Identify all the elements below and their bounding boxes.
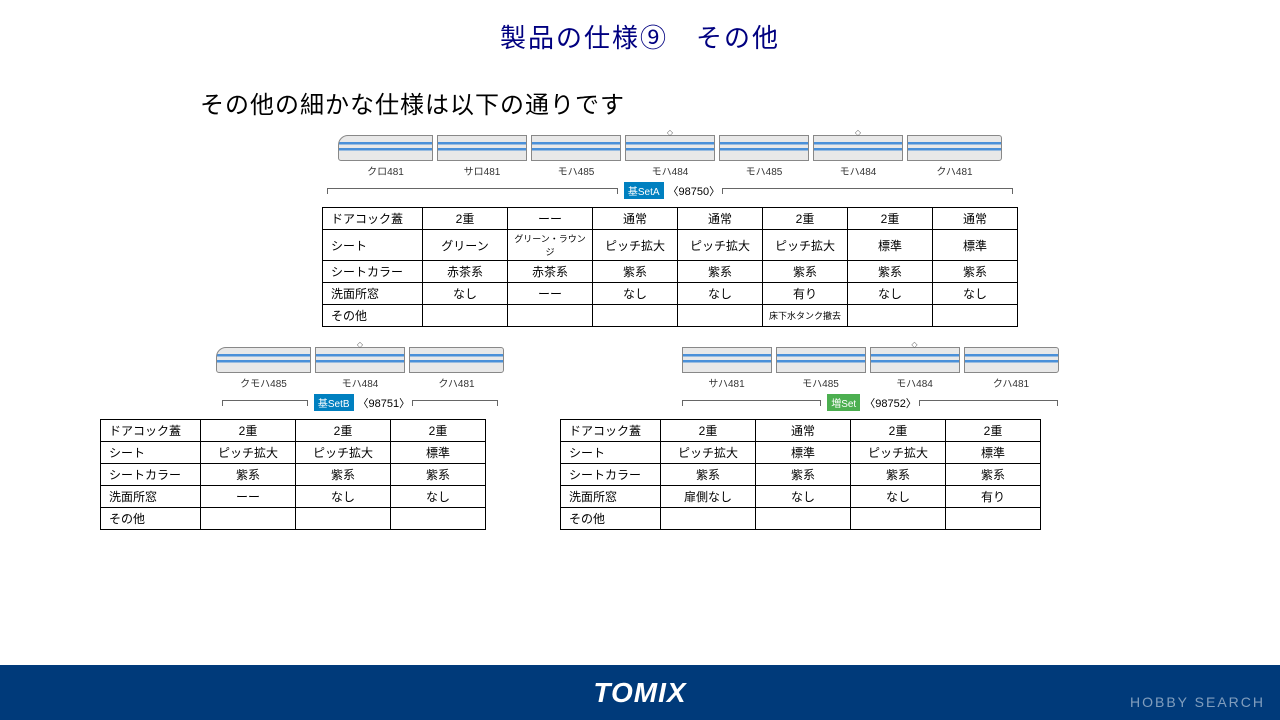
train-row-b: クモハ485 ◇モハ484 クハ481 — [220, 347, 500, 390]
car-label: サロ481 — [464, 163, 501, 178]
car-label: モハ485 — [802, 375, 839, 390]
car-label: サハ481 — [708, 375, 744, 390]
set-code-b: 〈98751〉 — [358, 395, 411, 411]
section-set-a: クロ481 サロ481 モハ485 ◇モハ484 モハ485 ◇モハ484 クハ… — [0, 135, 1280, 327]
spec-table-b: ドアコック蓋2重2重2重 シートピッチ拡大ピッチ拡大標準 シートカラー紫系紫系紫… — [100, 419, 486, 530]
footer: TOMIX HOBBY SEARCH — [0, 665, 1280, 720]
car-label: モハ484 — [896, 375, 933, 390]
car-label: クハ481 — [936, 163, 972, 178]
car-label: クモハ485 — [240, 375, 287, 390]
set-code-a: 〈98750〉 — [668, 183, 721, 199]
car-label: モハ484 — [652, 163, 689, 178]
car-label: モハ485 — [746, 163, 783, 178]
car-label: モハ484 — [840, 163, 877, 178]
watermark: HOBBY SEARCH — [1130, 694, 1265, 710]
section-set-b: クモハ485 ◇モハ484 クハ481 基SetB 〈98751〉 ドアコック蓋… — [100, 347, 500, 530]
car-label: モハ485 — [558, 163, 595, 178]
spec-table-a: ドアコック蓋2重ーー通常通常2重2重通常 シートグリーングリーン・ラウンジピッチ… — [322, 207, 1018, 327]
car-label: モハ484 — [342, 375, 379, 390]
set-badge-c: 増Set — [827, 394, 860, 411]
set-badge-a: 基SetA — [624, 182, 664, 199]
car-label: クハ481 — [438, 375, 474, 390]
set-code-c: 〈98752〉 — [864, 395, 917, 411]
car-label: クハ481 — [993, 375, 1029, 390]
page-subtitle: その他の細かな仕様は以下の通りです — [0, 55, 1280, 120]
spec-table-c: ドアコック蓋2重通常2重2重 シートピッチ拡大標準ピッチ拡大標準 シートカラー紫… — [560, 419, 1041, 530]
train-row-c: サハ481 モハ485 ◇モハ484 クハ481 — [680, 347, 1060, 390]
car-label: クロ481 — [367, 163, 404, 178]
footer-logo: TOMIX — [593, 677, 686, 709]
set-badge-b: 基SetB — [314, 394, 354, 411]
train-row-a: クロ481 サロ481 モハ485 ◇モハ484 モハ485 ◇モハ484 クハ… — [325, 135, 1015, 178]
page-title: 製品の仕様⑨ その他 — [0, 0, 1280, 55]
section-set-c: サハ481 モハ485 ◇モハ484 クハ481 増Set 〈98752〉 ドア… — [560, 347, 1060, 530]
